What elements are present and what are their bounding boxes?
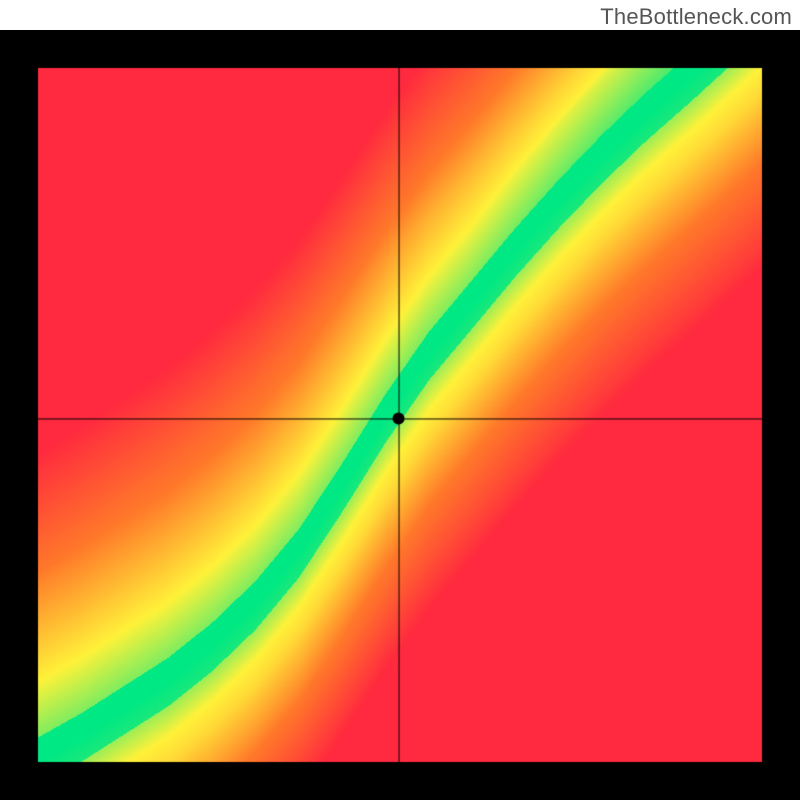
- chart-area: [0, 30, 800, 800]
- heatmap-canvas: [0, 30, 800, 800]
- chart-container: TheBottleneck.com: [0, 0, 800, 800]
- watermark-label: TheBottleneck.com: [600, 4, 792, 30]
